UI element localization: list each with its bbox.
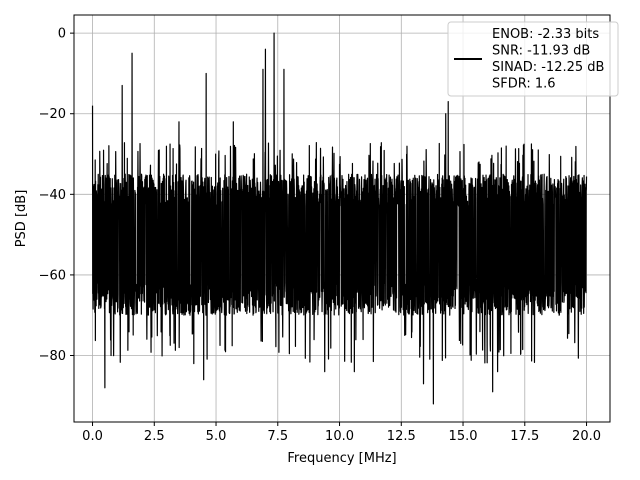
legend: ENOB: -2.33 bits SNR: -11.93 dB SINAD: -… (447, 21, 619, 97)
x-axis-label: Frequency [MHz] (287, 451, 396, 466)
x-tick-label: 10.0 (325, 429, 354, 444)
x-tick-label: 7.5 (267, 429, 288, 444)
y-tick-label: −60 (39, 268, 66, 283)
x-tick-label: 17.5 (510, 429, 539, 444)
psd-series-line (91, 32, 588, 405)
y-tick-label: −40 (39, 188, 66, 203)
y-axis-label: PSD [dB] (14, 190, 29, 248)
x-tick-label: 0.0 (82, 429, 103, 444)
x-ticks: 0.0 2.5 5.0 7.5 10.0 12.5 15.0 17.5 20.0 (82, 422, 601, 444)
legend-enob: ENOB: -2.33 bits (492, 27, 599, 42)
x-tick-label: 5.0 (206, 429, 227, 444)
legend-sfdr: SFDR: 1.6 (492, 77, 556, 92)
plot-area (91, 32, 588, 405)
legend-snr: SNR: -11.93 dB (492, 44, 590, 59)
legend-sinad: SINAD: -12.25 dB (492, 60, 604, 75)
x-tick-label: 20.0 (572, 429, 601, 444)
x-tick-label: 2.5 (144, 429, 165, 444)
y-tick-label: −80 (39, 349, 66, 364)
y-tick-label: 0 (58, 27, 66, 42)
x-tick-label: 15.0 (449, 429, 478, 444)
y-ticks: 0 −20 −40 −60 −80 (39, 27, 74, 364)
x-tick-label: 12.5 (387, 429, 416, 444)
legend-box (447, 21, 619, 97)
y-tick-label: −20 (39, 107, 66, 122)
axes-frame (73, 14, 611, 423)
